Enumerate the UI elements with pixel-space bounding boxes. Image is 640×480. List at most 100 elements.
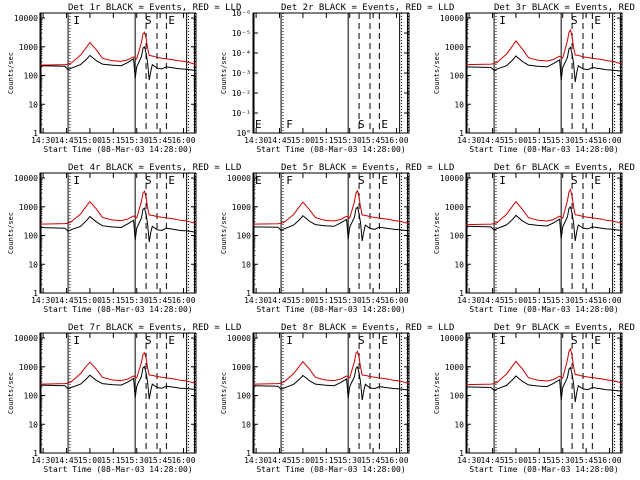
y-axis-label: Counts/sec	[7, 212, 15, 254]
x-tick-label: 16:00	[384, 136, 408, 145]
y-tick-label: 100	[450, 72, 465, 81]
series-lld-line	[39, 31, 197, 66]
panel-title: Det 1r BLACK = Events, RED = LLD	[68, 3, 241, 13]
y-axis-label: Counts/sec	[220, 212, 228, 254]
panel-1r: Det 1r BLACK = Events, RED = LLD 1 10 100 10…	[7, 3, 241, 154]
interval-marker-i: I	[499, 334, 506, 347]
y-tick-label: 100	[24, 232, 39, 241]
x-tick-label: 15:30	[338, 296, 362, 305]
interval-marker-e: E	[168, 14, 175, 27]
y-tick-label: 100	[24, 72, 39, 81]
y-axis-label: Counts/sec	[433, 372, 441, 414]
x-tick-label: 15:00	[291, 296, 315, 305]
x-tick-label: 15:15	[314, 136, 338, 145]
x-tick-label: 15:45	[361, 456, 385, 465]
series-events-line	[465, 366, 623, 402]
y-tick-label: 10	[454, 100, 464, 109]
y-tick-label: 1000	[19, 363, 38, 372]
x-tick-label: 16:00	[171, 456, 195, 465]
panel-title: Det 9r BLACK = Events, RED = LLD	[494, 323, 640, 333]
y-tick-label: 10000	[440, 14, 464, 23]
y-axis-label: Counts/sec	[220, 372, 228, 414]
interval-marker-f: F	[286, 174, 293, 187]
x-tick-label: 15:45	[148, 296, 172, 305]
x-tick-label: 15:45	[148, 136, 172, 145]
panel-2r: Det 2r BLACK = Events, RED = LLD 10° 10⁻¹ 1…	[220, 3, 454, 154]
series-events-line	[39, 45, 197, 81]
interval-marker-s: S	[571, 334, 578, 347]
interval-marker-i: I	[73, 334, 80, 347]
x-axis-label: Start Time (08-Mar-03 14:28:00)	[256, 465, 405, 474]
interval-marker-i: I	[499, 174, 506, 187]
y-tick-label: 1	[33, 129, 38, 138]
x-tick-label: 15:30	[338, 136, 362, 145]
y-axis-label: Counts/sec	[220, 52, 228, 94]
x-tick-label: 16:00	[597, 456, 621, 465]
interval-marker-e: E	[381, 174, 388, 187]
plot-frame	[39, 172, 197, 294]
y-tick-label: 10⁻¹	[232, 109, 251, 118]
panel-8r: Det 8r BLACK = Events, RED = LLD 1 10 100 10…	[220, 323, 454, 474]
panel-7r: Det 7r BLACK = Events, RED = LLD 1 10 100 10…	[7, 323, 241, 474]
y-tick-label: 10000	[440, 174, 464, 183]
series-events-line	[252, 206, 410, 241]
x-tick-label: 14:45	[267, 296, 291, 305]
series-events-line	[39, 365, 197, 400]
interval-marker-e: E	[168, 174, 175, 187]
x-tick-label: 15:00	[78, 296, 102, 305]
interval-marker-e: E	[381, 118, 388, 131]
x-axis-label: Start Time (08-Mar-03 14:28:00)	[256, 145, 405, 154]
plot-frame	[465, 172, 623, 294]
interval-marker-e: E	[594, 334, 601, 347]
panel-5r: Det 5r BLACK = Events, RED = LLD 1 10 100 10…	[220, 163, 454, 314]
interval-marker-e: E	[594, 14, 601, 27]
y-tick-label: 10	[28, 260, 38, 269]
y-tick-label: 10000	[14, 174, 38, 183]
x-axis-label: Start Time (08-Mar-03 14:28:00)	[469, 465, 618, 474]
y-tick-label: 1	[459, 129, 464, 138]
x-axis-label: Start Time (08-Mar-03 14:28:00)	[43, 305, 192, 314]
panel-title: Det 6r BLACK = Events, RED = LLD	[494, 163, 640, 173]
y-tick-label: 10000	[14, 334, 38, 343]
x-tick-label: 16:00	[597, 136, 621, 145]
x-axis-label: Start Time (08-Mar-03 14:28:00)	[469, 305, 618, 314]
x-tick-label: 15:30	[551, 296, 575, 305]
panel-title: Det 4r BLACK = Events, RED = LLD	[68, 163, 241, 173]
panel-title: Det 7r BLACK = Events, RED = LLD	[68, 323, 241, 333]
x-tick-label: 15:30	[338, 456, 362, 465]
x-tick-label: 16:00	[597, 296, 621, 305]
x-tick-label: 15:30	[125, 456, 149, 465]
interval-marker-s: S	[571, 14, 578, 27]
plot-frame	[252, 12, 410, 134]
x-tick-label: 15:30	[125, 136, 149, 145]
series-lld-line	[465, 347, 623, 386]
y-tick-label: 10	[454, 420, 464, 429]
y-tick-label: 10	[454, 260, 464, 269]
interval-marker-s: S	[358, 334, 365, 347]
x-tick-label: 15:00	[504, 296, 528, 305]
y-tick-label: 10	[241, 260, 251, 269]
x-tick-label: 15:15	[314, 456, 338, 465]
x-axis-label: Start Time (08-Mar-03 14:28:00)	[43, 465, 192, 474]
interval-marker-i: I	[73, 14, 80, 27]
y-tick-label: 10⁻⁶	[232, 9, 251, 18]
x-tick-label: 16:00	[384, 296, 408, 305]
x-tick-label: 16:00	[384, 456, 408, 465]
x-tick-label: 15:00	[504, 456, 528, 465]
x-tick-label: 14:30	[457, 296, 481, 305]
plot-frame	[465, 12, 623, 134]
x-tick-label: 14:30	[244, 136, 268, 145]
y-axis-label: Counts/sec	[7, 52, 15, 94]
x-tick-label: 14:45	[54, 136, 78, 145]
y-tick-label: 10⁻³	[232, 69, 251, 78]
series-lld-line	[465, 188, 623, 226]
series-events-line	[39, 207, 197, 242]
y-tick-label: 1000	[19, 203, 38, 212]
y-tick-label: 10000	[227, 334, 251, 343]
panel-9r: Det 9r BLACK = Events, RED = LLD 1 10 100 10…	[433, 323, 640, 474]
x-tick-label: 14:45	[480, 136, 504, 145]
interval-marker-i: I	[73, 174, 80, 187]
interval-marker-s: S	[358, 118, 365, 131]
interval-marker-s: S	[571, 174, 578, 187]
